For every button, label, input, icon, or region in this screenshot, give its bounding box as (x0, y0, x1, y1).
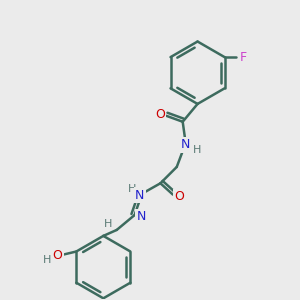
Text: F: F (239, 51, 247, 64)
Text: O: O (175, 190, 184, 203)
Text: H: H (128, 184, 137, 194)
Text: O: O (52, 250, 62, 262)
Text: N: N (136, 210, 146, 223)
Text: H: H (193, 145, 201, 155)
Text: N: N (135, 189, 144, 202)
Text: O: O (155, 108, 165, 121)
Text: H: H (103, 219, 112, 229)
Text: H: H (43, 255, 52, 266)
Text: N: N (181, 138, 190, 151)
